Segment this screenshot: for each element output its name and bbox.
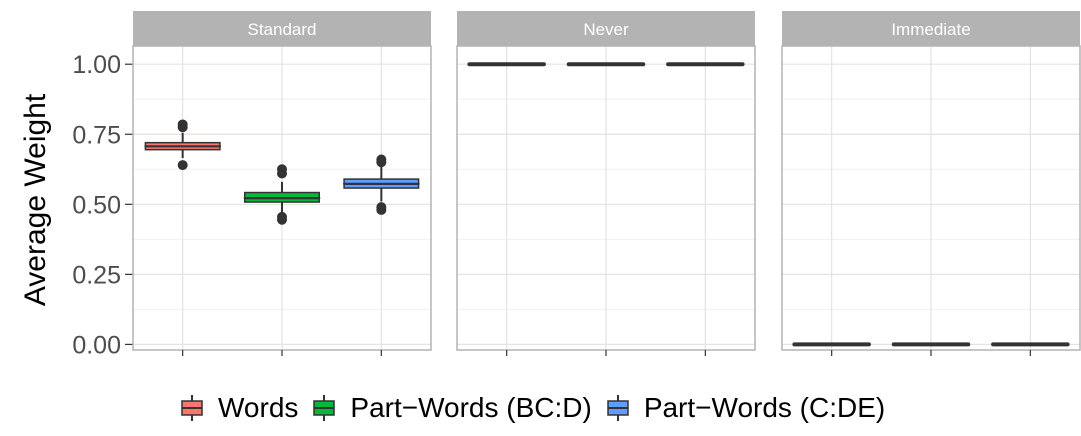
legend-key-part-words-bcd [313, 395, 336, 421]
facet-strip [133, 11, 431, 46]
facet-title: Immediate [891, 20, 970, 39]
y-tick-label: 0.50 [72, 191, 121, 219]
legend-label-part-words-bcd: Part−Words (BC:D) [350, 392, 592, 423]
y-tick-label: 0.00 [72, 331, 121, 359]
facet-title: Never [583, 20, 629, 39]
legend-item-part-words-cde: Part−Words (C:DE) [606, 392, 885, 424]
box-part-words-bc-d- [243, 164, 321, 225]
boxplot-chart: Average Weight 0.00 0.25 0.50 0.75 1.00 Stan… [19, 11, 1081, 359]
legend-label-words: Words [218, 392, 299, 423]
box-part-words-c-de- [342, 154, 420, 215]
y-axis-title: Average Weight [19, 93, 52, 306]
facet-panels: Standard Never Immediate [132, 11, 1081, 356]
legend-key-part-words-cde [607, 395, 629, 421]
facet-strip [782, 11, 1080, 46]
outlier-point [376, 154, 387, 165]
legend-key-words [181, 395, 203, 421]
y-tick-label: 0.75 [72, 121, 121, 149]
panel-immediate: Immediate [781, 11, 1081, 356]
outlier-point [177, 119, 188, 130]
box-part-words-c-de- [991, 342, 1070, 347]
outlier-point [277, 164, 287, 175]
panel-standard: Standard [132, 11, 432, 356]
legend-item-words: Words [180, 392, 298, 424]
facet-strip [457, 11, 755, 46]
y-tick-label: 1.00 [72, 51, 121, 79]
box-part-words-bc-d- [891, 342, 971, 347]
facet-title: Standard [248, 20, 317, 39]
legend-item-part-words-bcd: Part−Words (BC:D) [312, 392, 592, 424]
legend: Words Part−Words (BC:D) Part−Words (C:DE… [180, 392, 899, 424]
panel-never: Never [456, 11, 756, 356]
outlier-point [376, 202, 387, 213]
outlier-point [177, 160, 188, 171]
legend-label-part-words-cde: Part−Words (C:DE) [643, 392, 886, 423]
y-tick-label: 0.25 [72, 261, 121, 289]
box-words [467, 62, 546, 67]
box-words [792, 342, 871, 347]
box-part-words-bc-d- [566, 62, 646, 67]
y-axis-ticks: 0.00 0.25 0.50 0.75 1.00 [72, 51, 133, 359]
box-words [144, 119, 222, 171]
box-part-words-c-de- [666, 62, 745, 67]
outlier-point [277, 211, 287, 222]
